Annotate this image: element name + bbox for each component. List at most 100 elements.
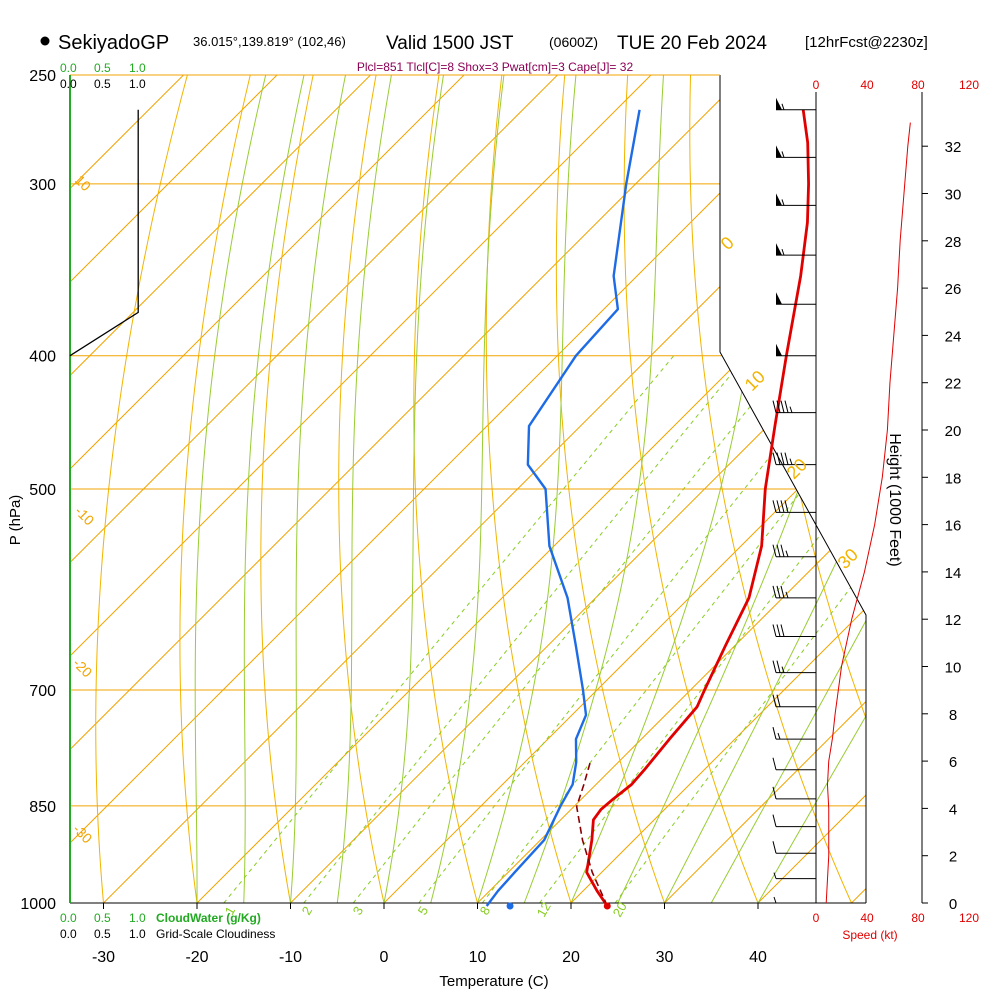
wind-barb <box>772 500 816 513</box>
cloudiness-top-2: 1.0 <box>129 77 146 91</box>
cloud-water-bottom-0: 0.0 <box>60 911 77 925</box>
height-tick-label: 14 <box>945 565 962 582</box>
cloud-water-top-1: 0.5 <box>94 61 111 75</box>
y-tick-label: 500 <box>29 482 56 499</box>
wind-barb <box>776 243 816 256</box>
cloudiness-top-1: 0.5 <box>94 77 111 91</box>
axes: -30 -20 -10 0 10 20 30 401000850700500400300250… <box>20 68 961 966</box>
mixing-ratio-line <box>614 355 866 903</box>
moist-adiabat-line <box>383 75 444 903</box>
height-tick-label: 8 <box>949 707 957 724</box>
wind-barb <box>772 400 816 414</box>
wind-speed-line <box>825 122 911 904</box>
speed-tick-top-1: 40 <box>860 78 874 92</box>
speed-tick-bottom-3: 120 <box>959 911 979 925</box>
speed-tick-bottom-1: 40 <box>860 911 874 925</box>
height-tick-label: 26 <box>945 281 962 298</box>
y-tick-label: 850 <box>29 799 56 816</box>
x-tick-label: 10 <box>469 949 487 966</box>
dry-adiabat-line <box>413 75 487 903</box>
wind-barb <box>772 814 816 828</box>
wind-barb <box>772 660 816 674</box>
valid-date: TUE 20 Feb 2024 <box>617 33 767 54</box>
temperature-curve <box>585 109 810 907</box>
isotherm-line <box>477 75 866 903</box>
wind-barb-half <box>781 666 785 673</box>
wind-barb-feather <box>780 452 785 465</box>
wind-panel <box>772 92 928 904</box>
y-axis-label: P (hPa) <box>7 495 24 546</box>
mixing-ratio-line <box>481 355 866 903</box>
dry-adiabat-line <box>338 75 392 903</box>
wind-barb-feather <box>776 660 781 673</box>
wind-barb-feather <box>776 544 781 557</box>
wind-barb-feather <box>784 400 789 413</box>
x-tick-label: -30 <box>92 949 115 966</box>
dry-adiabat-line <box>260 75 319 903</box>
wind-barb-flag <box>776 97 782 110</box>
height-axis-label: Height (1000 Feet) <box>886 433 903 566</box>
dry-adiabat-line <box>815 75 866 903</box>
wind-barb-feather <box>772 400 777 413</box>
y-tick-label: 1000 <box>20 896 56 913</box>
station-coords: 36.015°,139.819° (102,46) <box>193 34 346 49</box>
height-tick-label: 20 <box>945 423 962 440</box>
moist-adiabat-line <box>664 75 866 903</box>
height-tick-label: 10 <box>945 660 962 677</box>
height-tick-label: 4 <box>949 801 957 818</box>
wind-barb-half <box>781 248 785 256</box>
height-tick-label: 0 <box>949 896 957 913</box>
wind-barb-half <box>781 103 785 110</box>
wind-barb-feather <box>772 500 777 513</box>
height-tick-label: 16 <box>945 518 962 535</box>
dry-adiabat-line <box>689 75 866 903</box>
cloudiness-bottom-2: 1.0 <box>129 927 146 941</box>
wind-barb-feather <box>772 757 777 770</box>
wind-barb <box>776 343 816 357</box>
wind-barb <box>776 193 816 206</box>
isotherm-label-4: -30 <box>70 821 96 847</box>
cloud-water-top-2: 1.0 <box>129 61 146 75</box>
mixing-label-1: 2 <box>299 904 316 918</box>
wind-barb <box>772 544 816 558</box>
cloud-water-top-0: 0.0 <box>60 61 77 75</box>
background-lines <box>70 51 1000 933</box>
wind-barb-half <box>781 199 785 206</box>
speed-tick-top-0: 0 <box>813 78 820 92</box>
station-marker-icon <box>40 36 50 46</box>
wind-barb-half <box>785 591 789 599</box>
indices-line: Plcl=851 Tlcl[C]=8 Shox=3 Pwat[cm]=3 Cap… <box>357 60 634 74</box>
wind-barb-feather <box>776 400 781 413</box>
x-tick-label: -10 <box>279 949 302 966</box>
wind-barb-half <box>777 732 781 740</box>
height-tick-label: 24 <box>945 328 962 345</box>
wind-barb-half <box>773 896 777 904</box>
dry-adiabat-line <box>179 75 257 903</box>
dry-adiabat-line <box>940 51 1000 933</box>
isotherm-line <box>664 75 866 903</box>
height-tick-label: 2 <box>949 849 957 866</box>
moist-adiabat-line <box>477 75 577 903</box>
surface-dewpoint-dot <box>506 902 514 910</box>
cloud-water-panel <box>69 109 139 357</box>
valid-time: Valid 1500 JST <box>386 33 514 54</box>
cloud-water-line <box>69 109 139 357</box>
isotherm-label-2: -10 <box>72 503 98 529</box>
mixing-label-3: 5 <box>415 904 432 918</box>
mixing-label-6: 20 <box>610 899 630 919</box>
isotherm-label-0: 10 <box>72 172 94 194</box>
mixing-label-2: 3 <box>350 904 367 918</box>
wind-barb-feather <box>772 585 777 599</box>
wind-barb-feather <box>772 786 777 799</box>
wind-barb <box>776 145 816 158</box>
cloudiness-bottom-1: 0.5 <box>94 927 111 941</box>
profile-curves <box>485 109 810 910</box>
height-tick-label: 22 <box>945 376 962 393</box>
wind-barb-feather <box>784 452 789 465</box>
height-tick-label: 32 <box>945 139 962 156</box>
mixing-label-5: 12 <box>534 899 554 919</box>
wind-barb <box>772 585 816 599</box>
isotherm-line <box>70 75 278 903</box>
cloudiness-title: Grid-Scale Cloudiness <box>156 927 275 941</box>
